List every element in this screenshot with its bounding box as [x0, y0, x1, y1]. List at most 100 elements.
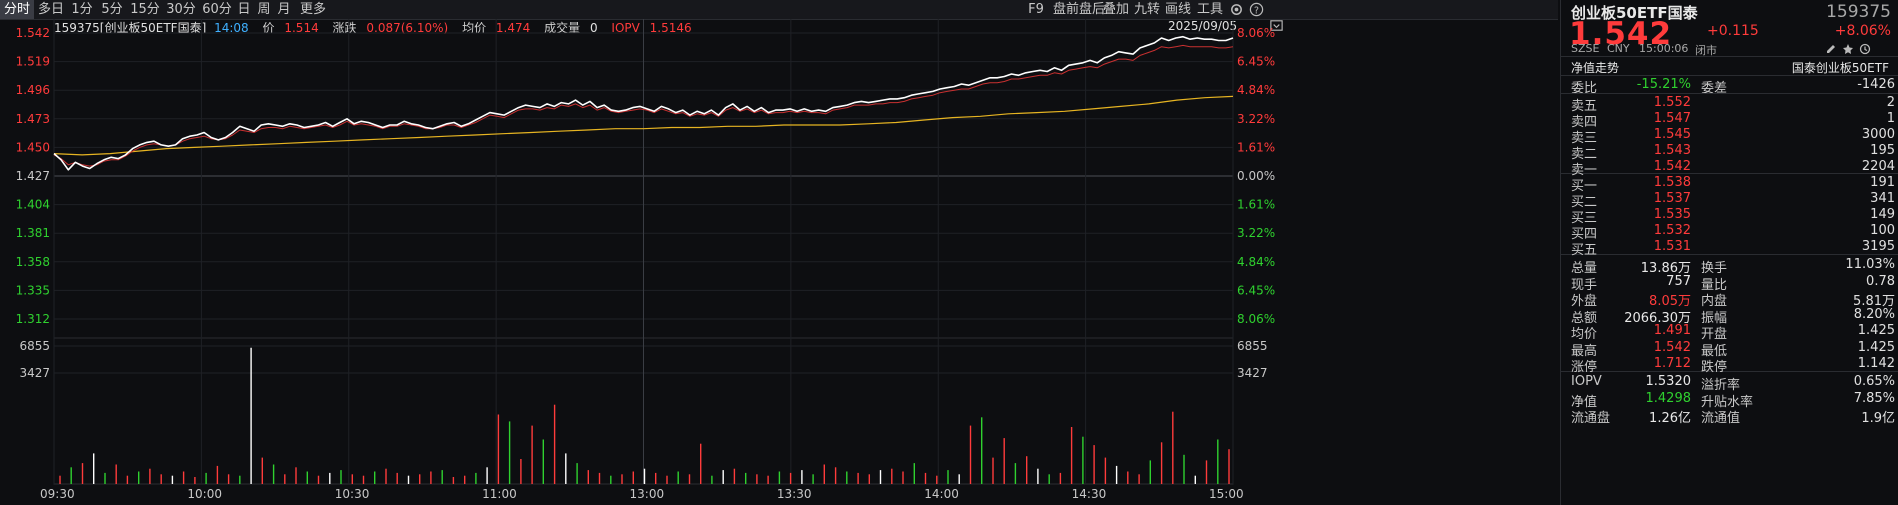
intraday-chart[interactable]: 1.542 1.519 1.496 1.473 1.450 1.427 1.404 1.381…: [0, 19, 1558, 505]
pre-post-market-button[interactable]: 盘前盘后: [1052, 2, 1105, 17]
bid-volume: 3195: [1861, 239, 1895, 254]
ask-price[interactable]: 1.542: [1653, 159, 1691, 174]
y-right-tick-label: 4.84%: [1237, 255, 1275, 269]
period-tab-more[interactable]: 更多: [299, 2, 326, 17]
ask-volume: 195: [1870, 143, 1895, 158]
bid-price[interactable]: 1.538: [1653, 175, 1691, 190]
bid-price[interactable]: 1.537: [1653, 191, 1691, 206]
change-value: 0.087(6.10%): [366, 21, 449, 35]
stat-label: 最高: [1571, 343, 1598, 359]
star-icon[interactable]: [1842, 43, 1854, 55]
stat-label: 现手: [1571, 277, 1598, 293]
x-tick-label: 11:00: [482, 487, 517, 501]
stat-label: 总额: [1571, 310, 1598, 326]
nav-trend-label[interactable]: 净值走势: [1571, 61, 1620, 75]
y-right-tick-label: 1.61%: [1237, 198, 1275, 212]
change-label: 涨跌: [332, 21, 357, 35]
stat-label: 溢折率: [1701, 378, 1741, 393]
bid-price[interactable]: 1.531: [1653, 239, 1691, 254]
stat-label: 换手: [1701, 261, 1728, 276]
ask-label: 卖四: [1571, 115, 1598, 130]
y-right-tick-label: 3.22%: [1237, 112, 1275, 126]
overlay-button[interactable]: 叠加: [1102, 2, 1129, 17]
period-tab-day[interactable]: 日: [237, 2, 251, 17]
ask-label: 卖三: [1571, 131, 1598, 146]
stat-value: 0.65%: [1853, 374, 1895, 389]
stat-value: 13.86万: [1640, 261, 1691, 276]
stat-value: 1.9亿: [1861, 411, 1895, 426]
panel-code: 159375: [1826, 2, 1891, 22]
chart-date: 2025/09/05: [1168, 19, 1238, 33]
y-tick-label: 1.381: [16, 226, 50, 240]
stat-label: 最低: [1701, 343, 1728, 359]
period-tab-60min[interactable]: 60分: [202, 2, 232, 17]
webi-value: -15.21%: [1636, 77, 1691, 92]
stat-label: 流通盘: [1571, 411, 1611, 426]
volume-tick-label-right: 3427: [1237, 366, 1268, 380]
panel-time: 15:00:06: [1639, 42, 1689, 55]
bid-volume: 100: [1870, 223, 1895, 238]
expand-icon[interactable]: [1269, 18, 1284, 33]
ask-volume: 2: [1886, 95, 1895, 110]
x-tick-label: 15:00: [1209, 487, 1244, 501]
settings-icon[interactable]: [1229, 2, 1244, 17]
help-icon[interactable]: ?: [1249, 2, 1264, 17]
cursor-time: 14:08: [214, 21, 249, 35]
stat-value: 757: [1666, 273, 1691, 289]
alert-icon[interactable]: [1859, 43, 1871, 55]
draw-line-button[interactable]: 画线: [1164, 2, 1191, 17]
panel-title: 创业板50ETF国泰: [1571, 4, 1698, 22]
y-right-tick-label: 1.61%: [1237, 140, 1275, 154]
nine-turn-button[interactable]: 九转: [1133, 2, 1160, 17]
period-tab-multiday[interactable]: 多日: [37, 2, 64, 17]
stat-value: 11.03%: [1845, 257, 1895, 272]
ask-label: 卖二: [1571, 147, 1598, 162]
ask-price[interactable]: 1.545: [1653, 127, 1691, 142]
stat-value: 1.542: [1653, 339, 1691, 355]
x-tick-label: 09:30: [40, 487, 75, 501]
bid-volume: 149: [1870, 207, 1895, 222]
y-right-tick-label: 0.00%: [1237, 169, 1275, 183]
period-tab-month[interactable]: 月: [277, 2, 291, 17]
ask-price[interactable]: 1.552: [1653, 95, 1691, 110]
stat-value: 1.26亿: [1649, 411, 1691, 426]
stat-value: 7.85%: [1853, 390, 1895, 406]
panel-status: 闭市: [1695, 44, 1717, 57]
stat-value: 1.491: [1653, 323, 1691, 338]
ask-label: 卖一: [1571, 163, 1598, 178]
f9-button[interactable]: F9: [1028, 2, 1044, 17]
stat-label: 升贴水率: [1701, 394, 1754, 410]
bid-price[interactable]: 1.532: [1653, 223, 1691, 238]
period-tab-1min[interactable]: 1分: [71, 2, 93, 17]
tools-button[interactable]: 工具: [1196, 2, 1223, 17]
svg-text:?: ?: [1254, 5, 1259, 16]
bid-price[interactable]: 1.535: [1653, 207, 1691, 222]
period-tab-week[interactable]: 周: [257, 2, 271, 17]
stat-label: 均价: [1571, 327, 1598, 342]
period-tab-intraday[interactable]: 分时: [0, 0, 34, 19]
weicha-value: -1426: [1857, 77, 1895, 92]
volume-tick-label: 3427: [19, 366, 50, 380]
period-tab-15min[interactable]: 15分: [130, 2, 160, 17]
edit-icon[interactable]: [1825, 43, 1837, 55]
y-right-tick-label: 8.06%: [1237, 312, 1275, 326]
y-right-tick-label: 6.45%: [1237, 55, 1275, 69]
y-right-tick-label: 3.22%: [1237, 226, 1275, 240]
ask-price[interactable]: 1.543: [1653, 143, 1691, 158]
stat-label: 流通值: [1701, 411, 1741, 426]
period-tab-30min[interactable]: 30分: [166, 2, 196, 17]
info-bar: 159375[创业板50ETF国泰] 14:08 价 1.514 涨跌 0.08…: [54, 19, 692, 37]
y-tick-label: 1.427: [16, 169, 50, 183]
ask-price[interactable]: 1.547: [1653, 111, 1691, 126]
stat-value: 1.4298: [1645, 390, 1692, 406]
stat-label: 内盘: [1701, 294, 1728, 309]
bid-label: 买二: [1571, 195, 1598, 210]
avg-label: 均价: [462, 21, 487, 35]
stat-label: 开盘: [1701, 327, 1728, 342]
quote-panel: 创业板50ETF国泰 159375 1.542 +0.115 +8.06% SZ…: [1560, 0, 1898, 505]
bid-label: 买五: [1571, 243, 1598, 258]
ask-volume: 3000: [1861, 127, 1895, 142]
stat-value: 1.425: [1857, 339, 1895, 355]
stat-label: IOPV: [1571, 374, 1602, 389]
period-tab-5min[interactable]: 5分: [101, 2, 123, 17]
